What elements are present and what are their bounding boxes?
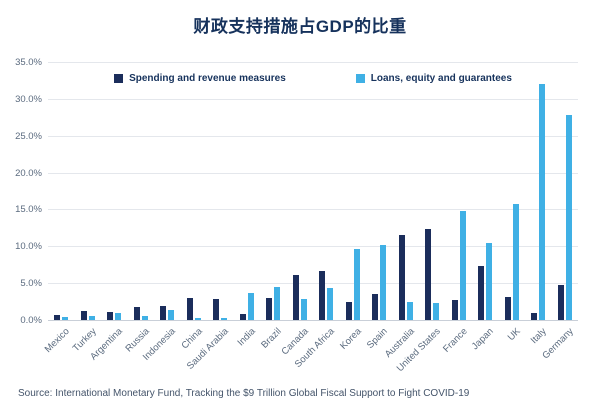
y-tick-label: 0.0% bbox=[20, 315, 42, 326]
gridline bbox=[48, 135, 578, 137]
x-tick-label: Mexico bbox=[42, 326, 73, 356]
y-tick-label: 10.0% bbox=[15, 241, 42, 253]
bar bbox=[115, 312, 122, 320]
bar bbox=[398, 235, 405, 320]
bar bbox=[292, 275, 299, 320]
legend: Spending and revenue measures Loans, equ… bbox=[48, 73, 578, 84]
bar bbox=[274, 286, 281, 320]
bar bbox=[213, 299, 220, 320]
source-note: Source: International Monetary Fund, Tra… bbox=[18, 388, 470, 399]
x-tick-label: Japan bbox=[469, 326, 497, 353]
bar bbox=[186, 297, 193, 320]
bar bbox=[459, 210, 466, 320]
legend-swatch bbox=[114, 74, 124, 83]
y-tick-label: 5.0% bbox=[20, 278, 42, 290]
gridline bbox=[48, 320, 578, 321]
bar bbox=[300, 298, 307, 320]
bar bbox=[451, 300, 458, 320]
x-tick-label: Italy bbox=[528, 326, 550, 347]
bar bbox=[512, 204, 519, 320]
bar bbox=[531, 313, 538, 320]
bar bbox=[345, 302, 352, 320]
bar bbox=[266, 297, 273, 320]
legend-swatch bbox=[355, 74, 365, 83]
y-axis: 0.0% 5.0% 10.0% 15.0% 20.0% 25.0% 30.0% 35.0% bbox=[0, 57, 42, 326]
y-tick-label: 35.0% bbox=[15, 57, 42, 68]
y-tick-label: 25.0% bbox=[15, 130, 42, 142]
bar bbox=[539, 84, 546, 320]
gridline bbox=[48, 246, 578, 248]
x-tick-label: UK bbox=[505, 326, 523, 344]
legend-item-spending: Spending and revenue measures bbox=[114, 73, 286, 84]
x-tick-label: France bbox=[440, 326, 470, 355]
chart-title: 财政支持措施占GDP的比重 bbox=[193, 17, 407, 36]
bar bbox=[478, 266, 485, 320]
gridline bbox=[48, 172, 578, 174]
gridline bbox=[48, 62, 578, 63]
bar bbox=[425, 228, 432, 320]
bar bbox=[54, 314, 61, 320]
legend-item-loans: Loans, equity and guarantees bbox=[355, 73, 512, 84]
bar bbox=[486, 243, 493, 320]
bar bbox=[433, 303, 440, 320]
bar bbox=[239, 314, 246, 320]
gridline bbox=[48, 209, 578, 211]
bar bbox=[380, 244, 387, 320]
legend-label: Spending and revenue measures bbox=[129, 73, 286, 84]
bar bbox=[133, 307, 140, 320]
bar bbox=[406, 302, 413, 320]
bar bbox=[221, 317, 228, 320]
bar bbox=[88, 316, 95, 320]
legend-label: Loans, equity and guarantees bbox=[370, 73, 512, 84]
bar bbox=[327, 288, 334, 320]
x-axis: Mexico Turkey Argentina Russia Indonesia Chin… bbox=[43, 322, 578, 392]
gridline bbox=[48, 283, 578, 285]
bar bbox=[372, 294, 379, 320]
bar bbox=[319, 271, 326, 320]
bar bbox=[565, 115, 572, 320]
y-tick-label: 20.0% bbox=[15, 167, 42, 179]
y-tick-label: 15.0% bbox=[15, 204, 42, 216]
bar bbox=[160, 306, 167, 320]
gridline bbox=[48, 98, 578, 100]
x-tick-label: India bbox=[235, 326, 258, 349]
plot-area bbox=[48, 62, 578, 321]
bar bbox=[353, 248, 360, 320]
bar bbox=[247, 293, 254, 320]
x-tick-label: Korea bbox=[337, 326, 364, 352]
bar bbox=[504, 297, 511, 320]
bar bbox=[80, 311, 87, 320]
bar bbox=[557, 285, 564, 320]
y-tick-label: 30.0% bbox=[15, 93, 42, 105]
bar bbox=[107, 311, 114, 320]
bar bbox=[62, 317, 69, 320]
bar bbox=[168, 310, 175, 320]
bar bbox=[141, 316, 148, 320]
bar bbox=[194, 317, 201, 320]
